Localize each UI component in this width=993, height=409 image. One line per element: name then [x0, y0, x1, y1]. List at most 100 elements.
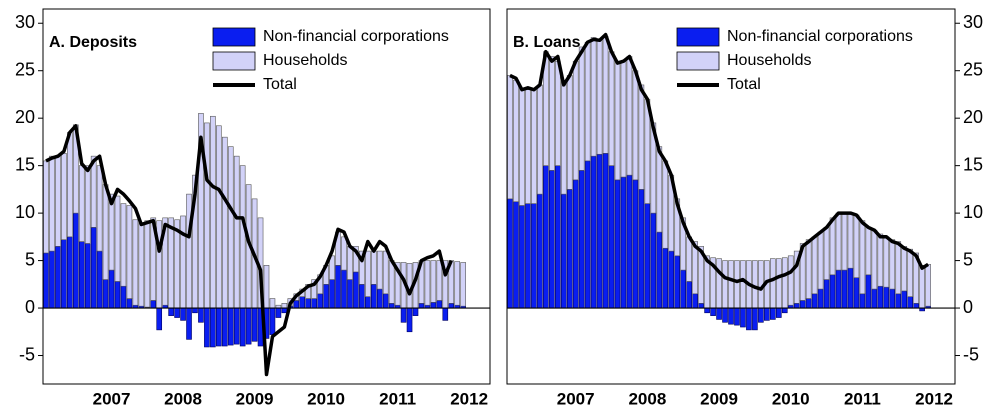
- legend-swatch: [676, 51, 720, 71]
- bar: [239, 307, 246, 347]
- y-tick-label: -5: [19, 344, 35, 364]
- bar: [734, 260, 740, 309]
- bar: [620, 60, 627, 178]
- bar: [913, 252, 919, 304]
- bar: [662, 247, 669, 309]
- bar: [901, 246, 908, 292]
- bar: [269, 307, 276, 335]
- bar: [686, 281, 692, 309]
- bar: [90, 155, 97, 228]
- bar: [770, 258, 776, 309]
- bar: [394, 262, 401, 306]
- bar: [883, 286, 890, 309]
- bar: [281, 307, 288, 314]
- bar: [626, 56, 633, 176]
- legend-label: Total: [263, 76, 297, 93]
- bar: [49, 155, 55, 252]
- bar: [150, 300, 157, 309]
- bar: [424, 260, 431, 306]
- bar: [889, 288, 896, 309]
- y-tick-label: 5: [25, 249, 35, 269]
- panel-title: A. Deposits: [49, 34, 137, 51]
- bar: [572, 179, 579, 309]
- x-tick-label: 2010: [772, 389, 810, 408]
- bar: [388, 303, 395, 309]
- x-tick-label: 2008: [628, 389, 666, 408]
- bar: [102, 184, 109, 280]
- bar: [317, 293, 323, 309]
- bar: [67, 132, 73, 238]
- bar: [84, 243, 91, 309]
- bar: [519, 205, 525, 309]
- bar: [793, 303, 800, 309]
- bar: [263, 265, 270, 309]
- bar: [61, 239, 67, 309]
- bar: [704, 307, 710, 314]
- bar: [168, 217, 174, 309]
- bar: [805, 298, 812, 309]
- bar: [829, 217, 836, 276]
- bar: [853, 214, 860, 278]
- bar: [132, 219, 139, 306]
- bar: [376, 250, 383, 290]
- bar: [430, 302, 437, 309]
- legend-label: Total: [727, 76, 761, 93]
- bar: [102, 279, 109, 309]
- bar: [626, 174, 633, 309]
- x-tick-label: 2007: [93, 389, 131, 408]
- bar: [180, 307, 186, 321]
- bar: [692, 241, 698, 295]
- bar: [90, 227, 97, 309]
- bar: [793, 250, 800, 304]
- bar: [221, 136, 228, 309]
- bar: [590, 37, 597, 157]
- bar: [442, 307, 449, 321]
- bar: [108, 269, 115, 309]
- bar: [799, 243, 806, 301]
- bar: [323, 284, 329, 309]
- bar: [126, 205, 133, 299]
- y-tick-label: 15: [963, 154, 983, 174]
- bar: [847, 267, 854, 309]
- bar: [787, 255, 794, 306]
- bar: [370, 250, 377, 285]
- bar: [382, 293, 389, 309]
- bar: [329, 279, 335, 309]
- bar: [925, 264, 931, 307]
- bar: [560, 193, 567, 309]
- bar: [805, 239, 812, 299]
- bar: [698, 303, 704, 309]
- bar: [656, 146, 663, 233]
- bar: [430, 260, 437, 303]
- y-tick-label: 20: [15, 107, 35, 127]
- bar: [602, 36, 609, 154]
- y-tick-label: 0: [963, 297, 973, 317]
- bar: [227, 146, 234, 309]
- bar: [823, 279, 830, 309]
- bar: [198, 307, 204, 323]
- bar: [216, 307, 222, 347]
- bar: [584, 160, 591, 309]
- bar: [877, 233, 884, 287]
- bar: [221, 307, 228, 347]
- bar: [418, 303, 425, 309]
- bar: [192, 307, 198, 314]
- x-tick-label: 2012: [915, 389, 953, 408]
- bar: [245, 307, 252, 345]
- bar: [120, 285, 127, 309]
- bar: [460, 262, 466, 307]
- bar: [311, 298, 317, 309]
- bar: [78, 241, 85, 309]
- bar: [781, 307, 788, 314]
- bar: [216, 125, 222, 309]
- bar: [566, 75, 573, 190]
- bar: [835, 212, 842, 271]
- bar: [519, 87, 525, 206]
- total-line: [45, 124, 453, 377]
- bar: [692, 293, 698, 309]
- bar: [162, 217, 168, 306]
- bar: [305, 284, 312, 299]
- bar: [388, 260, 395, 304]
